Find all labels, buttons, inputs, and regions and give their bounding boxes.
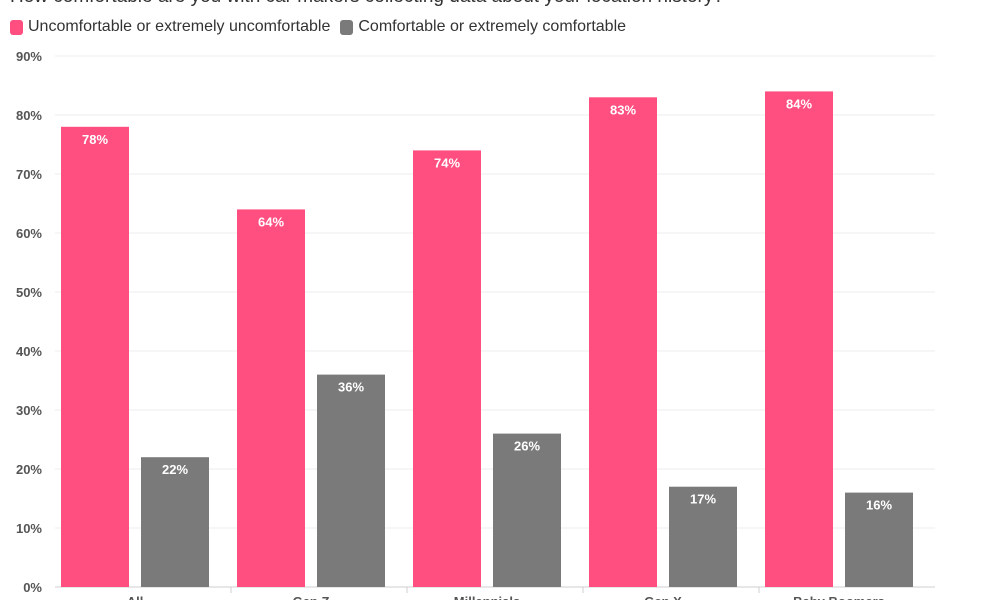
bar — [413, 150, 481, 587]
y-tick-label: 50% — [16, 285, 42, 300]
x-tick-label: All — [127, 594, 144, 600]
bar-value-label: 26% — [514, 439, 540, 454]
bar — [61, 126, 129, 588]
legend-label-uncomfortable: Uncomfortable or extremely uncomfortable — [28, 18, 331, 35]
y-tick-label: 40% — [16, 344, 42, 359]
y-tick-label: 10% — [16, 521, 42, 536]
bar-value-label: 84% — [786, 96, 812, 111]
legend: Uncomfortable or extremely uncomfortable… — [10, 18, 636, 36]
chart-title: How comfortable are you with car makers … — [10, 0, 724, 8]
bar-value-label: 17% — [690, 492, 716, 507]
bar-value-label: 36% — [338, 380, 364, 395]
y-tick-label: 30% — [16, 403, 42, 418]
legend-label-comfortable: Comfortable or extremely comfortable — [358, 18, 627, 35]
bar — [237, 209, 305, 587]
bar-value-label: 74% — [434, 155, 460, 170]
bar — [845, 492, 913, 587]
x-tick-label: Baby Boomers — [793, 594, 885, 600]
y-tick-label: 60% — [16, 226, 42, 241]
bar — [669, 486, 737, 587]
bar-value-label: 83% — [610, 102, 636, 117]
bar-value-label: 22% — [162, 462, 188, 477]
y-tick-label: 90% — [16, 49, 42, 64]
bar — [765, 91, 833, 588]
bar — [141, 457, 209, 587]
legend-item-uncomfortable[interactable]: Uncomfortable or extremely uncomfortable — [10, 18, 330, 36]
y-tick-label: 80% — [16, 108, 42, 123]
legend-swatch-uncomfortable — [10, 19, 23, 35]
y-tick-label: 0% — [23, 580, 42, 595]
y-tick-label: 20% — [16, 462, 42, 477]
bar-value-label: 16% — [866, 498, 892, 513]
legend-swatch-comfortable — [340, 19, 354, 35]
y-tick-label: 70% — [16, 167, 42, 182]
bar — [493, 433, 561, 587]
bar-value-label: 78% — [82, 132, 108, 147]
bar — [317, 374, 385, 587]
x-tick-label: Gen Z — [293, 594, 330, 600]
bar-value-label: 64% — [258, 214, 284, 229]
x-tick-label: Gen X — [644, 594, 682, 600]
x-tick-label: Millennials — [454, 594, 520, 600]
legend-item-comfortable[interactable]: Comfortable or extremely comfortable — [340, 18, 626, 36]
bar — [589, 97, 657, 588]
